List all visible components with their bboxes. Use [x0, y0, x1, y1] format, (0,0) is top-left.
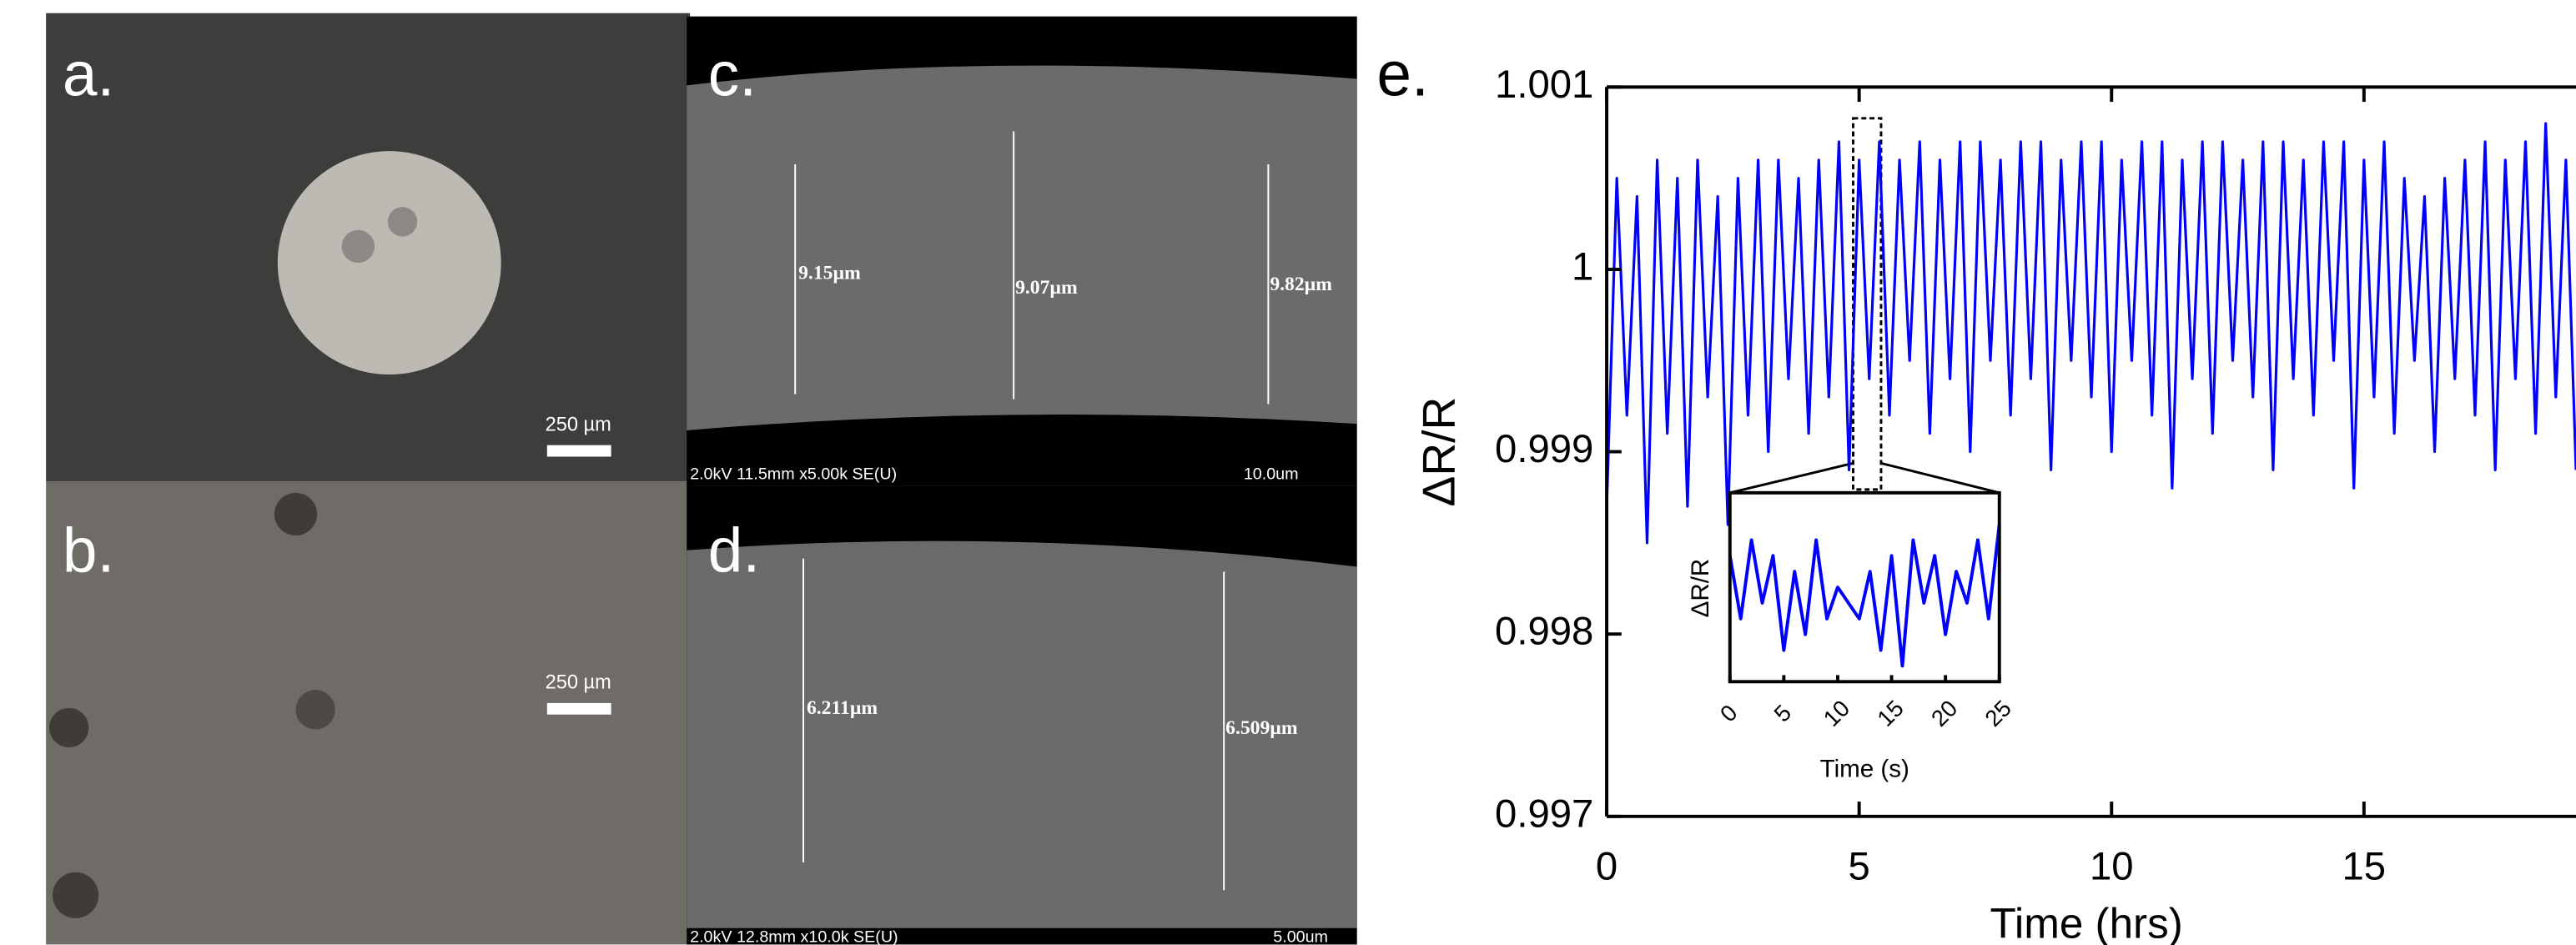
y-tick-label: 0.998 — [1495, 610, 1593, 654]
x-tick-label: 25 — [1980, 695, 2016, 731]
sem-info: 2.0kV 11.5mm x5.00k SE(U) — [690, 465, 897, 483]
panel-label: a. — [63, 38, 114, 108]
measure-text: 9.15µm — [798, 262, 861, 284]
measure-text: 6.509µm — [1225, 717, 1298, 739]
x-axis-label: Time (hrs) — [1990, 899, 2182, 945]
spot — [295, 690, 335, 730]
spot — [49, 707, 89, 748]
measure-text: 9.07µm — [1015, 277, 1078, 299]
y-tick-label: 1.001 — [1495, 63, 1593, 107]
data-line — [1605, 122, 2576, 545]
sem-d-layer — [687, 540, 1357, 928]
scale-text: 250 µm — [546, 414, 611, 435]
sem-scale: 5.00um — [1273, 928, 1328, 945]
scale-text: 250 µm — [546, 672, 611, 694]
scale-bar — [546, 702, 611, 715]
sem-scale: 10.0um — [1244, 465, 1299, 483]
spot — [274, 492, 318, 536]
sem-info: 2.0kV 12.8mm x10.0k SE(U) — [690, 928, 898, 945]
droplet — [277, 151, 501, 375]
bubble — [387, 207, 418, 237]
x-tick-label: 15 — [1872, 695, 1909, 731]
x-tick-label: 20 — [1926, 695, 1963, 731]
panel-label: e. — [1376, 38, 1428, 108]
y-tick-label: 0.997 — [1495, 792, 1593, 836]
inset-bg — [1729, 492, 2000, 682]
x-tick-label: 10 — [2090, 844, 2134, 888]
data-line — [1728, 524, 2001, 668]
y-axis-label: ΔR/R — [1413, 397, 1465, 507]
y-tick-label: 1 — [1572, 244, 1593, 289]
connector — [1880, 461, 2000, 495]
x-axis-label: Time (s) — [1820, 755, 1909, 782]
x-tick-label: 0 — [1715, 700, 1743, 727]
bubble — [341, 229, 375, 264]
y-axis-label: ΔR/R — [1687, 559, 1714, 618]
x-tick-label: 5 — [1768, 700, 1796, 727]
measure-text: 9.82µm — [1270, 274, 1332, 295]
y-tick-label: 0.999 — [1495, 427, 1593, 471]
panel-label: d. — [708, 515, 760, 585]
x-tick-label: 0 — [1596, 844, 1618, 888]
panel-label: b. — [63, 515, 114, 585]
x-tick-label: 10 — [1819, 695, 1855, 731]
x-tick-label: 15 — [2342, 844, 2387, 888]
measure-text: 6.211µm — [807, 697, 878, 719]
axis-box — [1728, 490, 2001, 684]
scale-bar — [546, 445, 611, 457]
spot — [53, 872, 99, 918]
x-tick-label: 5 — [1849, 844, 1870, 888]
connector — [1729, 461, 1854, 495]
panel-label: c. — [708, 38, 757, 108]
sem-c-layer — [687, 65, 1357, 430]
